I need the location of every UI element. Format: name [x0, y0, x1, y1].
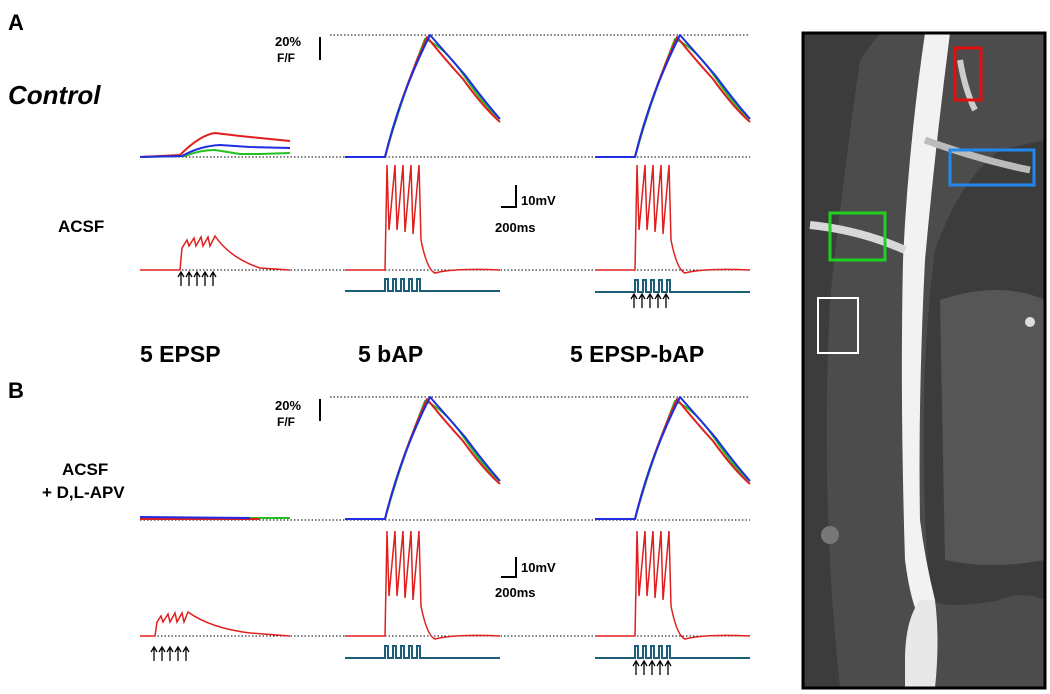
- protocol: 5 EPSP: [140, 341, 221, 367]
- stim-trace: [594, 645, 751, 659]
- stim-trace: [594, 279, 751, 293]
- time-scale: 200ms: [495, 585, 535, 600]
- stim-arrows: [630, 293, 670, 309]
- bap-fluor: [344, 34, 501, 158]
- scale-bar: [501, 557, 517, 578]
- bap-voltage: [344, 164, 501, 274]
- epsp-bap-fluor: [594, 34, 751, 158]
- stim-trace: [344, 278, 501, 292]
- drug: + D,L-APV: [42, 483, 125, 502]
- time-scale: 200ms: [495, 220, 535, 235]
- fluor-unit: F/F: [277, 415, 295, 429]
- scale-bar: [501, 185, 517, 208]
- bap-voltage: [344, 530, 501, 640]
- fluor-unit: F/F: [277, 51, 295, 65]
- condition: Control: [8, 80, 101, 110]
- stim-arrows: [632, 660, 672, 676]
- epsp-bap-fluor: [594, 396, 751, 520]
- epsp-bap-voltage: [594, 530, 751, 640]
- solution: ACSF: [62, 460, 108, 479]
- voltage-scale: 10mV: [521, 193, 556, 208]
- bap-fluor: [344, 396, 501, 520]
- panel-label: A: [8, 10, 24, 35]
- stim-trace: [344, 645, 501, 659]
- stim-arrows: [177, 271, 217, 287]
- panel-label: B: [8, 378, 24, 403]
- epsp-bap-voltage: [594, 164, 751, 274]
- epsp-voltage: [140, 234, 291, 271]
- solution: ACSF: [58, 217, 104, 236]
- epsp-fluor: [139, 132, 291, 158]
- stim-arrows: [150, 646, 190, 662]
- fluor-scale: 20%: [275, 398, 301, 413]
- epsp-fluor: [139, 516, 290, 520]
- epsp-voltage: [140, 610, 291, 637]
- protocol: 5 bAP: [358, 341, 423, 367]
- dendrite-image: [801, 31, 1047, 690]
- fluor-scale: 20%: [275, 34, 301, 49]
- protocol: 5 EPSP-bAP: [570, 341, 704, 367]
- voltage-scale: 10mV: [521, 560, 556, 575]
